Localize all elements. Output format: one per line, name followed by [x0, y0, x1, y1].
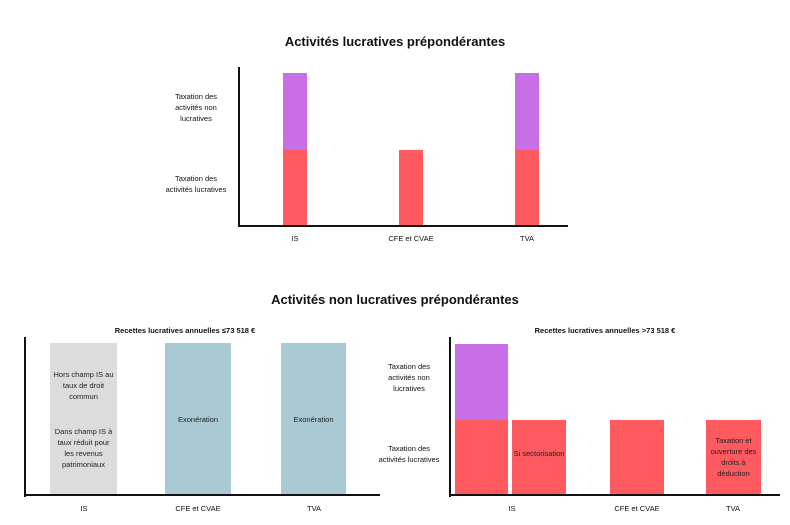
- section2-title: Activités non lucratives prépondérantes: [271, 292, 519, 307]
- chart1-bar-cfe-lucrative: [399, 150, 423, 225]
- chart2-subtitle: Recettes lucratives annuelles ≤73 518 €: [114, 326, 256, 335]
- chart3-x-axis: [449, 494, 780, 496]
- chart3-bar-is-sectorisation: [512, 420, 566, 494]
- chart3-tick-cfe: CFE et CVAE: [614, 504, 660, 513]
- chart1-tick-cfe: CFE et CVAE: [388, 234, 434, 243]
- chart2-is-label-top: Hors champ IS au taux de droit commun: [53, 370, 114, 401]
- chart1-x-axis: [238, 225, 568, 227]
- chart2-tick-cfe: CFE et CVAE: [175, 504, 221, 513]
- chart3-tick-is: IS: [508, 504, 516, 513]
- chart2-bar-cfe: [165, 343, 231, 494]
- chart3-ylabel-bottom: Taxation des activités lucratives: [378, 444, 440, 464]
- chart2-is-label-bottom: Dans champ IS à taux réduit pour les rev…: [54, 427, 113, 469]
- chart1-tick-is: IS: [291, 234, 299, 243]
- chart3-bar-cfe: [610, 420, 664, 494]
- chart1-bar-is-nonlucrative: [283, 73, 307, 150]
- chart2-tick-is: IS: [80, 504, 88, 513]
- chart1-bar-is-lucrative: [283, 150, 307, 225]
- chart1-bar-tva-nonlucrative: [515, 73, 539, 150]
- chart3-sector-label: Si sectorisation: [513, 449, 565, 458]
- chart2-tva-label: Exonération: [293, 415, 334, 424]
- chart3-tick-tva: TVA: [725, 504, 741, 513]
- chart3-tva-label: Taxation et ouverture des droits à déduc…: [710, 436, 757, 478]
- chart1-title: Activités lucratives prépondérantes: [284, 34, 506, 49]
- chart2-bar-is: [50, 343, 117, 494]
- chart1-ylabel-bottom: Taxation des activités lucratives: [165, 174, 227, 194]
- chart3-ylabel-top: Taxation des activités non lucratives: [387, 362, 431, 393]
- chart2-bar-tva: [281, 343, 346, 494]
- chart2-y-axis: [24, 337, 26, 497]
- chart1-tick-tva: TVA: [519, 234, 535, 243]
- chart1-y-axis: [238, 67, 240, 227]
- chart3-bar-is-lucrative: [455, 420, 508, 494]
- chart1-ylabel-top: Taxation des activités non lucratives: [174, 92, 218, 123]
- chart3-subtitle: Recettes lucratives annuelles >73 518 €: [534, 326, 676, 335]
- chart2-x-axis: [24, 494, 380, 496]
- chart3-bar-is-nonlucrative: [455, 344, 508, 420]
- chart3-bar-tva: [706, 420, 761, 494]
- chart1-bar-tva-lucrative: [515, 150, 539, 225]
- chart2-cfe-label: Exonération: [177, 415, 219, 424]
- chart2-tick-tva: TVA: [306, 504, 322, 513]
- chart3-y-axis: [449, 337, 451, 497]
